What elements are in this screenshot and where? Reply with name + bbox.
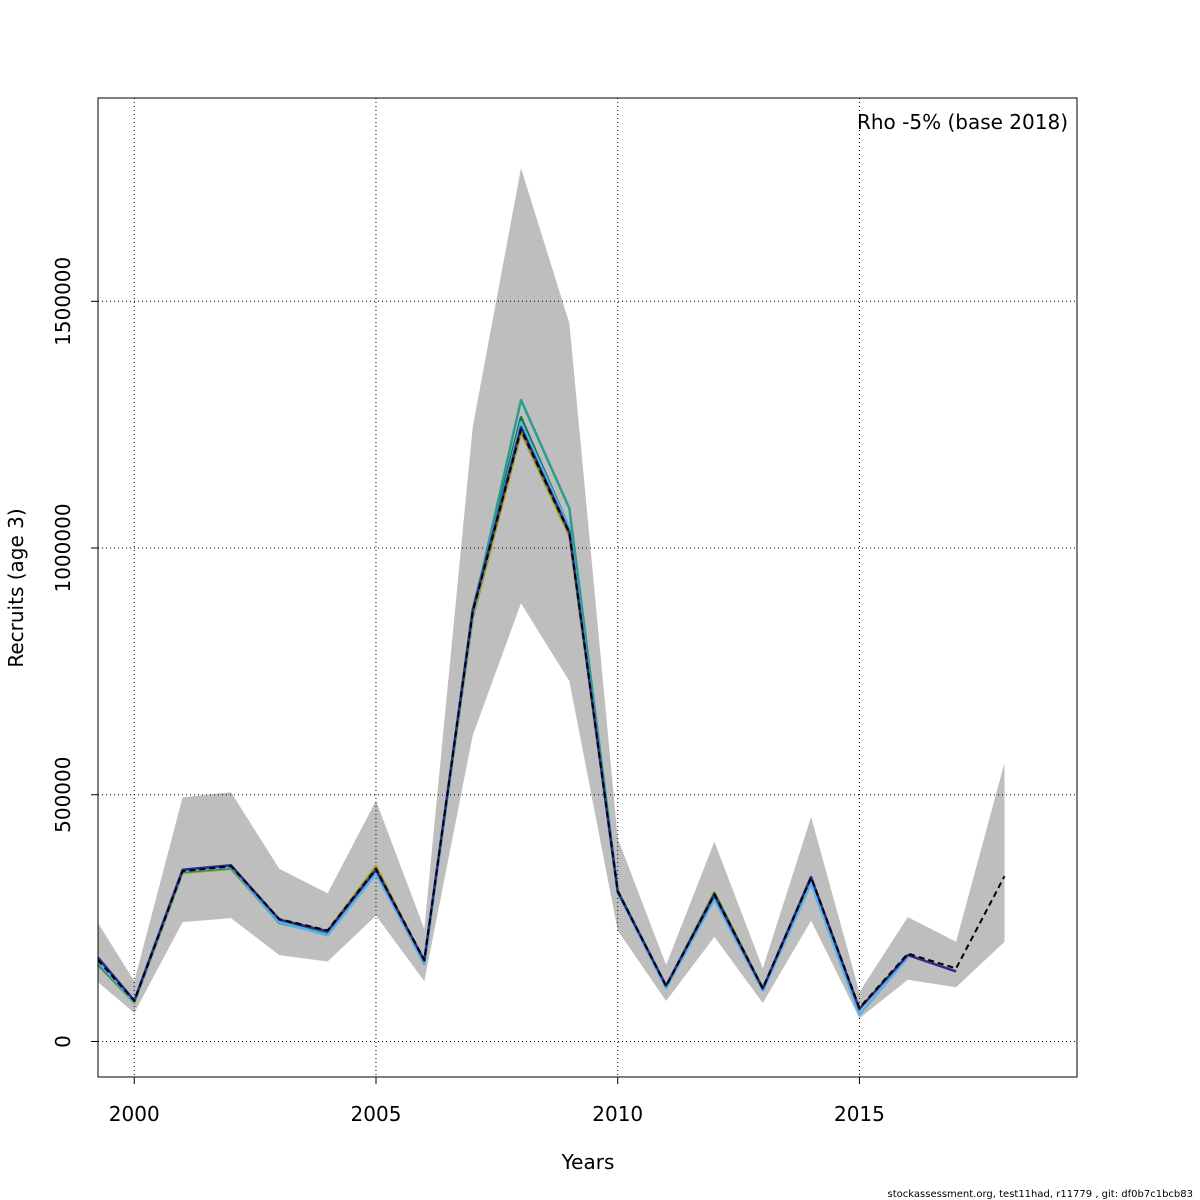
- x-tick-label: 2005: [351, 1102, 402, 1126]
- y-tick-label: 1500000: [51, 257, 75, 346]
- footer-credit: stockassessment.org, test11had, r11779 ,…: [888, 1189, 1193, 1200]
- confidence-band: [98, 168, 1005, 1019]
- series-line-2018: [97, 428, 1006, 1009]
- series-line-2017: [97, 425, 957, 1011]
- x-tick-label: 2015: [834, 1102, 885, 1126]
- x-tick-label: 2000: [109, 1102, 160, 1126]
- x-tick-label: 2010: [592, 1102, 643, 1126]
- x-axis-title: Years: [561, 1150, 615, 1174]
- legend-label: Rho -5% (base 2018): [857, 110, 1068, 134]
- y-tick-label: 500000: [51, 757, 75, 833]
- y-tick-label: 1000000: [51, 503, 75, 592]
- series-lines: [97, 398, 1006, 1017]
- confidence-band-layer: [98, 168, 1005, 1019]
- plot-frame: [97, 97, 1078, 1078]
- axis-ticks: 2000 2005 2010 2015 0 500000 1000000 1500000: [51, 257, 885, 1126]
- y-tick-label: 0: [51, 1035, 75, 1048]
- y-axis-title: Recruits (age 3): [4, 508, 28, 667]
